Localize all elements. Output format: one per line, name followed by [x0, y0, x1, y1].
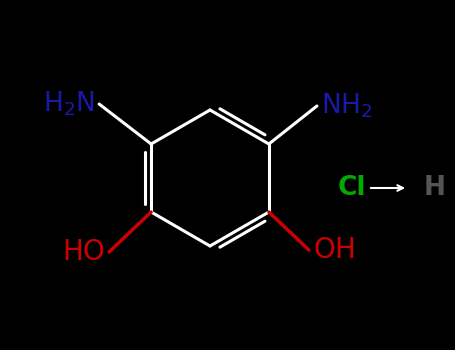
Text: $\mathsf{H_2N}$: $\mathsf{H_2N}$: [43, 90, 95, 118]
Text: $\mathsf{NH_2}$: $\mathsf{NH_2}$: [321, 92, 373, 120]
Text: Cl: Cl: [338, 175, 366, 201]
Text: $\mathsf{HO}$: $\mathsf{HO}$: [62, 238, 105, 266]
Text: $\mathsf{OH}$: $\mathsf{OH}$: [313, 236, 355, 264]
Text: H: H: [424, 175, 446, 201]
